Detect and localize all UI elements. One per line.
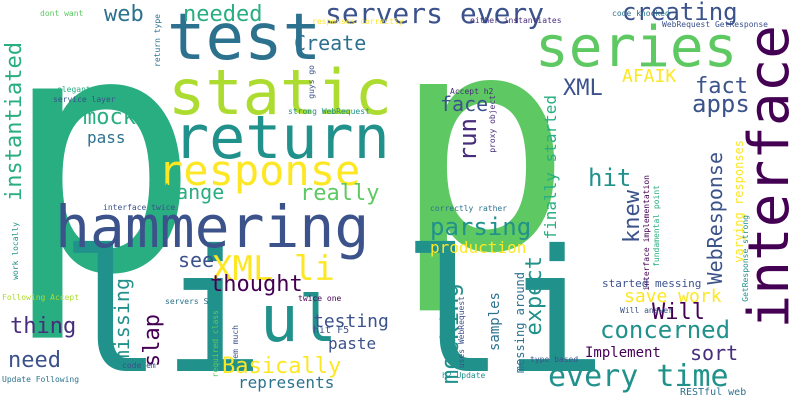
word-missing: missing xyxy=(110,278,134,363)
word-em-much: em much xyxy=(231,325,240,359)
word-correctly-rather: correctly rather xyxy=(430,204,508,213)
word-interface-implementation: interface implementation xyxy=(642,175,651,291)
word-twice-one: twice one xyxy=(298,294,342,303)
word-pass: pass xyxy=(87,128,126,147)
word-slap: slap xyxy=(140,314,165,367)
word-guys-go: guys go xyxy=(307,65,316,99)
word-li-left: li xyxy=(60,214,265,400)
word-xml: XML xyxy=(563,76,603,101)
word-test: test xyxy=(167,1,322,75)
word-apps: apps xyxy=(692,90,750,118)
word-return-type: return type xyxy=(153,14,162,67)
word-ul: ul xyxy=(260,283,338,357)
word-return: return xyxy=(173,103,390,173)
word-every-time: every time xyxy=(548,359,729,394)
word-work-locally: work locally xyxy=(11,222,20,280)
word-parsing: parsing xyxy=(430,213,532,241)
word-creating: creating xyxy=(622,0,738,26)
word-really: really xyxy=(300,181,380,206)
word-p-secondary: p xyxy=(392,0,573,319)
word-accept-h2: Accept h2 xyxy=(450,87,494,96)
word-required-class: required class xyxy=(211,310,220,378)
word-change: change xyxy=(152,180,225,204)
word-concerned: concerned xyxy=(600,316,731,344)
word-need: need xyxy=(8,348,61,373)
word-either-instantiates: either instantiates xyxy=(470,16,562,25)
word-instantiated: instantiated xyxy=(2,42,27,201)
word-testing: testing xyxy=(313,311,389,332)
word-paste: paste xyxy=(328,334,377,353)
word-type-based: type based xyxy=(530,355,579,364)
word-getresponse-strong: GetResponse strong xyxy=(741,215,750,302)
word-responses-correctly: responses correctly xyxy=(312,17,404,26)
word-service-layer: service layer xyxy=(53,95,116,104)
word-create: Create xyxy=(294,31,367,55)
word-webrequest-getresponse: WebRequest GetResponse xyxy=(662,20,768,29)
word-sort: sort xyxy=(690,341,739,365)
word-represents: represents xyxy=(238,373,335,392)
word-see: see xyxy=(178,248,215,272)
word-thought: thought xyxy=(210,272,303,297)
word-knew: knew xyxy=(620,190,645,243)
word-basically: Basically xyxy=(222,354,342,379)
word-restful-web: RESTful web xyxy=(680,387,747,398)
word-webresponse: WebResponse xyxy=(703,152,727,285)
word-code-em: code em xyxy=(122,361,156,370)
word-interface-twice: interface twice xyxy=(103,203,176,212)
word-code-knocked: code knocked xyxy=(612,9,670,18)
word-will: Will xyxy=(652,300,705,325)
word-run: run xyxy=(454,118,482,162)
word-series: series xyxy=(535,15,738,80)
word-save-work: save work xyxy=(624,286,722,307)
word-expect: expect xyxy=(522,256,547,336)
word-hit-f5: hit F5 xyxy=(313,325,350,336)
word-uses-webrequest: uses WebRequest xyxy=(457,296,466,369)
word-fundamental-point: fundamental point xyxy=(652,185,661,267)
word-samples: samples xyxy=(487,292,503,352)
word-h2-update: h2 Update xyxy=(442,371,486,380)
word-following-accept: Following Accept xyxy=(2,293,80,302)
word-dont-want: dont want xyxy=(40,9,84,18)
word-web: web xyxy=(104,2,144,27)
word-thing: thing xyxy=(10,314,77,339)
word-servers-every: servers every xyxy=(325,0,545,30)
word-fact: fact xyxy=(695,74,748,99)
word-static: static xyxy=(168,56,392,129)
word-messing-around: messing around xyxy=(513,272,527,374)
word-proxy-object: proxy object xyxy=(488,95,497,153)
word-hammering: hammering xyxy=(55,193,370,261)
word-response: response xyxy=(158,146,361,195)
word-strong-webrequest: strong WebRequest xyxy=(288,107,370,116)
word-p-large: p xyxy=(2,0,201,347)
word-servers-s: servers S xyxy=(165,297,209,306)
word-xml-li: XML li xyxy=(212,249,335,289)
word-update-following: Update Following xyxy=(2,375,80,384)
word-li-right: li xyxy=(402,214,607,400)
word-finally-started: finally started xyxy=(541,95,560,240)
word-will-answer: Will answer xyxy=(620,306,673,315)
word-implement: Implement xyxy=(585,345,661,361)
word-production: production xyxy=(430,238,527,257)
word-interface: interface xyxy=(737,25,800,329)
word-elegant-way: elegant way xyxy=(57,85,110,94)
word-mock: mock xyxy=(83,105,136,130)
word-hit: hit xyxy=(588,164,632,192)
word-started-messing: started messing xyxy=(602,277,702,290)
word-face: face xyxy=(440,92,489,116)
word-needed: needed xyxy=(183,2,263,27)
word-afaik: AFAIK xyxy=(622,66,677,87)
